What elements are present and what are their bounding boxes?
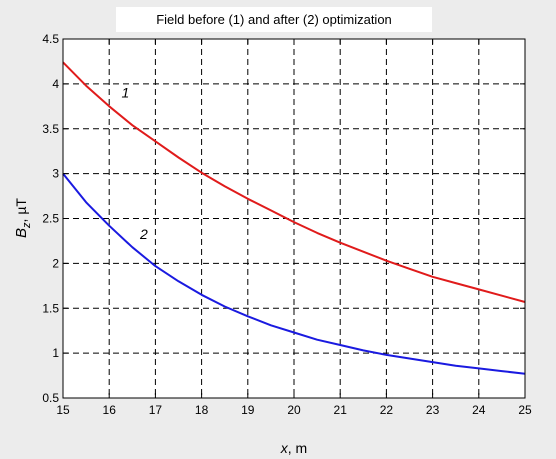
x-tick-label: 24 bbox=[472, 403, 486, 417]
x-axis-unit: , m bbox=[288, 440, 307, 456]
y-tick-label: 3 bbox=[52, 167, 59, 181]
ticks: 15 16 17 18 19 20 21 22 23 24 250.511.522.533.544.… bbox=[42, 32, 532, 417]
y-axis-unit: , µT bbox=[13, 198, 29, 223]
x-axis-var: x bbox=[280, 440, 289, 456]
y-tick-label: 1.5 bbox=[42, 301, 59, 315]
annotations: 12 bbox=[121, 84, 147, 242]
series-2-line bbox=[62, 172, 526, 375]
x-tick-label: 17 bbox=[149, 403, 163, 417]
series-1-line bbox=[62, 61, 526, 303]
chart-title: Field before (1) and after (2) optimizat… bbox=[156, 12, 392, 27]
title-box bbox=[116, 7, 432, 32]
x-tick-label: 23 bbox=[426, 403, 440, 417]
y-tick-label: 4 bbox=[52, 77, 59, 91]
series-group bbox=[62, 61, 526, 375]
x-tick-label: 15 bbox=[56, 403, 70, 417]
x-tick-label: 19 bbox=[241, 403, 255, 417]
x-tick-label: 21 bbox=[334, 403, 348, 417]
curve-label-2: 2 bbox=[139, 226, 148, 242]
x-tick-label: 18 bbox=[195, 403, 209, 417]
y-axis-var: B bbox=[13, 228, 30, 238]
x-tick-label: 25 bbox=[518, 403, 532, 417]
grid bbox=[63, 39, 525, 398]
y-tick-label: 3.5 bbox=[42, 122, 59, 136]
x-tick-label: 16 bbox=[103, 403, 117, 417]
y-tick-label: 2 bbox=[52, 256, 59, 270]
y-tick-label: 0.5 bbox=[42, 391, 59, 405]
y-axis-subscript: z bbox=[21, 222, 33, 229]
x-axis-label: x, m bbox=[280, 440, 307, 456]
curve-label-1: 1 bbox=[121, 84, 129, 100]
y-tick-label: 4.5 bbox=[42, 32, 59, 46]
x-tick-label: 20 bbox=[287, 403, 301, 417]
x-tick-label: 22 bbox=[380, 403, 394, 417]
y-axis-label: Bz, µT bbox=[13, 198, 33, 238]
y-tick-label: 1 bbox=[52, 346, 59, 360]
y-tick-label: 2.5 bbox=[42, 212, 59, 226]
